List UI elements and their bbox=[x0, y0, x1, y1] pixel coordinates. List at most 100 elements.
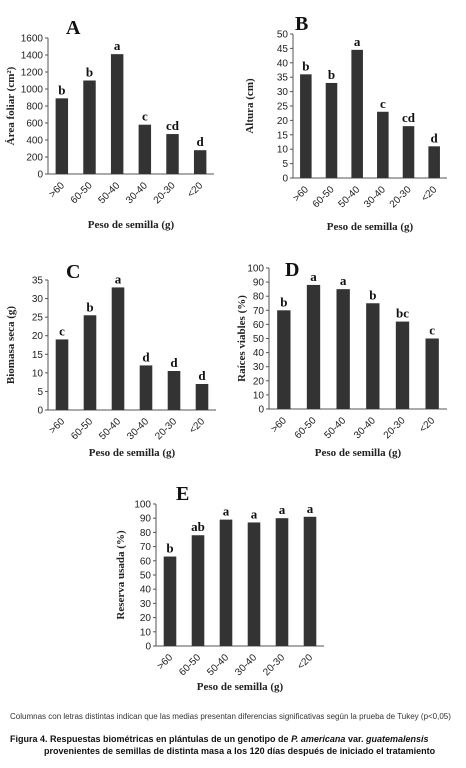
panel-letter-c: C bbox=[66, 261, 80, 283]
x-tick-label-e-1: 60-50 bbox=[177, 652, 203, 678]
x-axis-label-b: Peso de semilla (g) bbox=[327, 221, 414, 233]
significance-letter-b-5: d bbox=[431, 130, 439, 145]
y-tick-label-e: 60 bbox=[140, 556, 152, 567]
significance-letter-a-2: a bbox=[114, 38, 121, 53]
y-tick-label-b: 25 bbox=[277, 102, 289, 113]
bar-d-4 bbox=[395, 321, 410, 409]
caption-var: var. bbox=[345, 734, 366, 744]
chart-panel-d: D 0 10 20 30 40 50 60 70 80 90 100 b >60 a 60-50 a 50-40 b… bbox=[233, 238, 466, 470]
x-tick-label-c-5: <20 bbox=[187, 416, 207, 436]
significance-letter-a-5: d bbox=[197, 134, 205, 149]
y-tick-label-e: 100 bbox=[134, 500, 151, 511]
x-tick-label-a-3: 30-40 bbox=[124, 180, 150, 206]
y-tick-label-e: 90 bbox=[140, 514, 152, 525]
bar-c-4 bbox=[167, 371, 181, 410]
x-tick-label-e-5: <20 bbox=[295, 652, 315, 672]
x-axis-label-d: Peso de semilla (g) bbox=[315, 447, 402, 459]
significance-letter-e-3: a bbox=[251, 506, 258, 521]
significance-letter-d-0: b bbox=[280, 294, 287, 309]
y-tick-label-a: 1400 bbox=[21, 51, 44, 62]
significance-letter-a-3: c bbox=[142, 109, 148, 124]
y-tick-label-b: 5 bbox=[282, 159, 288, 170]
y-tick-label-d: 30 bbox=[253, 362, 265, 373]
significance-letter-a-1: b bbox=[86, 65, 93, 80]
y-tick-label-b: 45 bbox=[277, 44, 289, 55]
bar-d-1 bbox=[306, 284, 321, 409]
significance-letter-c-1: b bbox=[86, 299, 93, 314]
x-tick-label-e-3: 30-40 bbox=[233, 652, 259, 678]
chart-panel-b: B 0 5 10 15 20 25 30 35 40 45 50 b >60 b 60-50 a 50-40 c 30… bbox=[233, 0, 466, 238]
significance-letter-c-5: d bbox=[198, 368, 206, 383]
bar-a-3 bbox=[138, 124, 152, 174]
y-tick-label-a: 1000 bbox=[21, 85, 44, 96]
significance-letter-e-1: ab bbox=[191, 519, 205, 534]
bar-a-0 bbox=[55, 98, 69, 174]
significance-letter-b-4: cd bbox=[402, 110, 416, 125]
y-tick-label-d: 20 bbox=[253, 376, 265, 387]
panel-letter-b: B bbox=[295, 13, 308, 35]
y-tick-label-d: 0 bbox=[258, 405, 264, 416]
x-tick-label-b-2: 50-40 bbox=[336, 184, 362, 210]
y-axis-label-d: Raíces viables (%) bbox=[236, 295, 248, 382]
x-tick-label-e-0: >60 bbox=[155, 652, 175, 672]
x-tick-label-b-3: 30-40 bbox=[362, 184, 388, 210]
chart-e: E 0 10 20 30 40 50 60 70 80 90 100 b >60 ab 60-50 a 50-40… bbox=[115, 483, 324, 693]
bar-e-5 bbox=[303, 516, 317, 646]
y-tick-label-d: 60 bbox=[253, 320, 265, 331]
y-axis-label-c: Biomasa seca (g) bbox=[5, 306, 17, 385]
significance-letter-c-0: c bbox=[59, 323, 65, 338]
x-tick-label-d-1: 60-50 bbox=[293, 415, 319, 441]
y-tick-label-e: 50 bbox=[140, 571, 152, 582]
panel-letter-d: D bbox=[285, 259, 299, 281]
significance-letter-b-2: a bbox=[354, 34, 361, 49]
x-tick-label-d-3: 30-40 bbox=[352, 415, 378, 441]
bar-b-0 bbox=[300, 74, 312, 178]
y-tick-label-d: 90 bbox=[253, 278, 265, 289]
chart-panel-e: E 0 10 20 30 40 50 60 70 80 90 100 b >60 ab 60-50 a 50-40… bbox=[110, 470, 343, 702]
significance-letter-d-2: a bbox=[340, 273, 347, 288]
significance-letter-e-2: a bbox=[223, 504, 230, 519]
y-tick-label-d: 40 bbox=[253, 348, 265, 359]
significance-letter-c-3: d bbox=[142, 349, 150, 364]
bar-c-1 bbox=[83, 315, 97, 410]
y-axis-label-e: Reserva usada (%) bbox=[115, 530, 127, 620]
x-tick-label-e-2: 50-40 bbox=[205, 652, 231, 678]
y-tick-label-a: 0 bbox=[37, 170, 43, 181]
y-tick-label-a: 1600 bbox=[21, 34, 44, 45]
panel-letter-a: A bbox=[66, 17, 81, 39]
y-tick-label-a: 1200 bbox=[21, 68, 44, 79]
significance-letter-d-5: c bbox=[429, 323, 435, 338]
x-tick-label-c-3: 30-40 bbox=[125, 416, 151, 442]
x-tick-label-d-0: >60 bbox=[269, 415, 289, 435]
significance-letter-d-4: bc bbox=[396, 306, 409, 321]
bar-c-5 bbox=[195, 384, 209, 410]
y-tick-label-b: 20 bbox=[277, 116, 289, 127]
chart-c: C 0 5 10 15 20 25 30 35 c >60 b 60-50 a 50-40 d 30-40 d 20… bbox=[5, 261, 216, 459]
significance-letter-e-5: a bbox=[307, 501, 314, 516]
y-tick-label-d: 100 bbox=[247, 264, 264, 275]
bar-b-4 bbox=[402, 126, 415, 178]
caption-line-2: provenientes de semillas de distinta mas… bbox=[44, 746, 436, 756]
y-tick-label-b: 10 bbox=[277, 145, 289, 156]
y-tick-label-d: 80 bbox=[253, 292, 265, 303]
bar-e-2 bbox=[219, 519, 233, 646]
x-axis-label-a: Peso de semilla (g) bbox=[88, 219, 175, 231]
bar-d-5 bbox=[425, 338, 439, 409]
y-tick-label-a: 600 bbox=[26, 119, 43, 130]
bar-b-1 bbox=[325, 82, 338, 178]
y-tick-label-b: 50 bbox=[277, 30, 289, 41]
x-tick-label-d-2: 50-40 bbox=[322, 415, 348, 441]
x-tick-label-a-2: 50-40 bbox=[96, 180, 122, 206]
significance-letter-a-0: b bbox=[58, 82, 65, 97]
significance-letter-d-3: b bbox=[369, 287, 376, 302]
significance-letter-b-0: b bbox=[302, 58, 309, 73]
y-tick-label-c: 20 bbox=[32, 331, 44, 342]
y-tick-label-e: 80 bbox=[140, 528, 152, 539]
bar-e-1 bbox=[191, 535, 205, 646]
y-tick-label-e: 20 bbox=[140, 613, 152, 624]
y-tick-label-a: 400 bbox=[26, 136, 43, 147]
bar-d-0 bbox=[277, 310, 291, 409]
bar-a-4 bbox=[166, 134, 179, 174]
y-tick-label-a: 800 bbox=[26, 102, 43, 113]
significance-letter-c-2: a bbox=[115, 271, 122, 286]
